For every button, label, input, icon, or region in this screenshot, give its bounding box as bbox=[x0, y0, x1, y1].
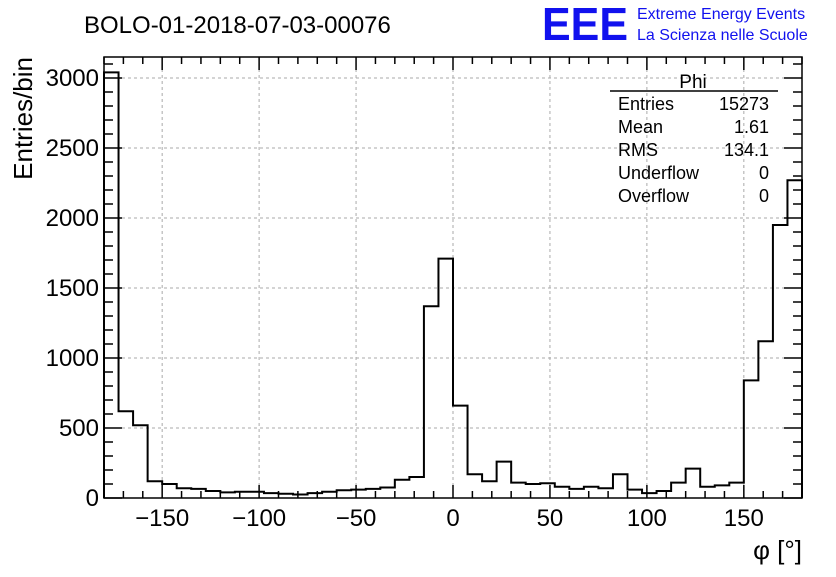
y-tick-label: 2000 bbox=[46, 205, 99, 232]
stats-value: 1.61 bbox=[734, 117, 769, 137]
y-tick-label: 1500 bbox=[46, 275, 99, 302]
tick-labels: −150 −100 −50 0 50 100 15005001000150020002500… bbox=[46, 65, 764, 532]
x-tick-label: −150 bbox=[135, 505, 189, 532]
y-tick-label: 2500 bbox=[46, 135, 99, 162]
x-tick-label: −100 bbox=[232, 505, 286, 532]
y-tick-label: 0 bbox=[86, 485, 99, 512]
stats-value: 134.1 bbox=[724, 140, 769, 160]
logo-line-1: Extreme Energy Events bbox=[637, 6, 805, 23]
stats-value: 15273 bbox=[719, 94, 769, 114]
chart-title: BOLO-01-2018-07-03-00076 bbox=[84, 12, 391, 39]
y-tick-label: 3000 bbox=[46, 65, 99, 92]
x-tick-label: 100 bbox=[627, 505, 667, 532]
y-tick-label: 1000 bbox=[46, 345, 99, 372]
axis-ticks bbox=[103, 57, 803, 499]
eee-logo: EEE Extreme Energy Events La Scienza nel… bbox=[542, 0, 808, 50]
x-axis-label: φ [°] bbox=[753, 535, 802, 565]
stats-label: RMS bbox=[618, 140, 658, 160]
stats-label: Mean bbox=[618, 117, 663, 137]
stats-value: 0 bbox=[759, 163, 769, 183]
stats-box: Phi Entries 15273 Mean 1.61 RMS 134.1 Underflo… bbox=[610, 72, 778, 206]
stats-title: Phi bbox=[679, 72, 706, 93]
y-axis-label: Entries/bin bbox=[8, 57, 38, 180]
eee-logo-mark: EEE bbox=[542, 0, 628, 50]
logo-line-2: La Scienza nelle Scuole bbox=[637, 27, 808, 44]
stats-label: Overflow bbox=[618, 186, 690, 206]
y-tick-label: 500 bbox=[59, 415, 99, 442]
x-tick-label: 150 bbox=[724, 505, 764, 532]
stats-value: 0 bbox=[759, 186, 769, 206]
x-tick-label: 0 bbox=[446, 505, 459, 532]
x-tick-label: 50 bbox=[537, 505, 564, 532]
x-tick-label: −50 bbox=[336, 505, 377, 532]
stats-label: Entries bbox=[618, 94, 674, 114]
stats-label: Underflow bbox=[618, 163, 700, 183]
